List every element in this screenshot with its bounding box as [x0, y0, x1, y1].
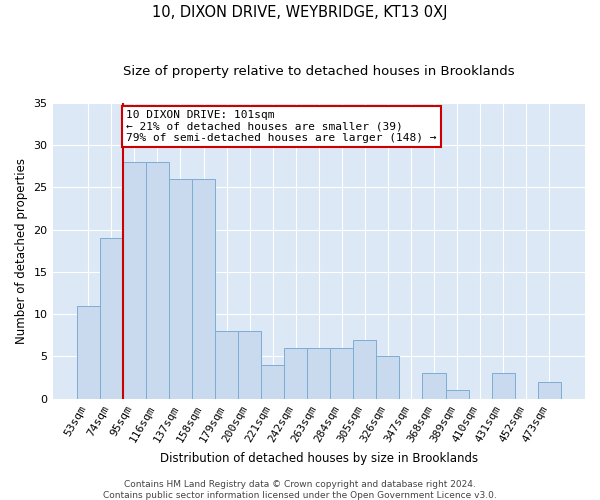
Bar — [261, 365, 284, 398]
Bar — [376, 356, 400, 399]
Title: Size of property relative to detached houses in Brooklands: Size of property relative to detached ho… — [123, 65, 515, 78]
Bar — [77, 306, 100, 398]
Bar — [330, 348, 353, 399]
Text: 10 DIXON DRIVE: 101sqm
← 21% of detached houses are smaller (39)
79% of semi-det: 10 DIXON DRIVE: 101sqm ← 21% of detached… — [127, 110, 437, 142]
Bar — [353, 340, 376, 398]
Bar — [307, 348, 330, 399]
Text: 10, DIXON DRIVE, WEYBRIDGE, KT13 0XJ: 10, DIXON DRIVE, WEYBRIDGE, KT13 0XJ — [152, 5, 448, 20]
Text: Contains HM Land Registry data © Crown copyright and database right 2024.
Contai: Contains HM Land Registry data © Crown c… — [103, 480, 497, 500]
Y-axis label: Number of detached properties: Number of detached properties — [15, 158, 28, 344]
Bar — [446, 390, 469, 398]
Bar — [146, 162, 169, 398]
Bar — [538, 382, 561, 398]
Bar — [238, 331, 261, 398]
Bar — [100, 238, 123, 398]
Bar — [422, 374, 446, 398]
Bar — [491, 374, 515, 398]
Bar — [284, 348, 307, 399]
Bar — [192, 179, 215, 398]
Bar — [123, 162, 146, 398]
Bar — [215, 331, 238, 398]
Bar — [169, 179, 192, 398]
X-axis label: Distribution of detached houses by size in Brooklands: Distribution of detached houses by size … — [160, 452, 478, 465]
